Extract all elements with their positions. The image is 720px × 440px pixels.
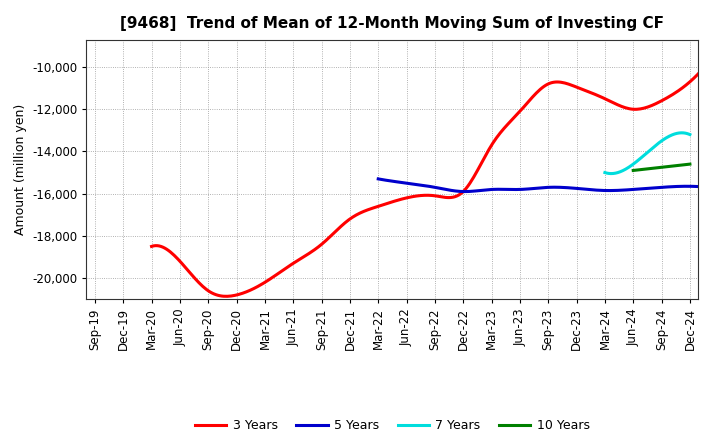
3 Years	[221, 293, 230, 299]
5 Years	[460, 189, 469, 194]
7 Years	[653, 142, 662, 147]
Legend: 3 Years, 5 Years, 7 Years, 10 Years: 3 Years, 5 Years, 7 Years, 10 Years	[190, 414, 595, 437]
10 Years	[685, 161, 694, 167]
5 Years	[374, 176, 382, 182]
3 Years	[485, 147, 493, 152]
7 Years	[607, 171, 616, 176]
5 Years	[375, 176, 384, 182]
7 Years	[652, 143, 660, 148]
Line: 7 Years: 7 Years	[605, 133, 690, 174]
7 Years	[601, 170, 610, 175]
7 Years	[678, 130, 687, 136]
7 Years	[672, 131, 681, 136]
3 Years	[487, 144, 495, 149]
Line: 10 Years: 10 Years	[633, 164, 690, 170]
5 Years	[653, 185, 662, 190]
3 Years	[148, 244, 156, 249]
3 Years	[626, 106, 635, 112]
10 Years	[657, 165, 666, 170]
3 Years	[149, 243, 158, 249]
3 Years	[496, 130, 505, 136]
Line: 5 Years: 5 Years	[378, 107, 720, 191]
Line: 3 Years: 3 Years	[152, 48, 719, 296]
Y-axis label: Amount (million yen): Amount (million yen)	[14, 104, 27, 235]
7 Years	[600, 170, 609, 175]
10 Years	[629, 168, 637, 173]
5 Years	[645, 186, 654, 191]
7 Years	[678, 130, 686, 136]
3 Years	[662, 95, 671, 100]
7 Years	[685, 132, 694, 137]
Title: [9468]  Trend of Mean of 12-Month Moving Sum of Investing CF: [9468] Trend of Mean of 12-Month Moving …	[120, 16, 665, 32]
5 Years	[644, 186, 652, 191]
7 Years	[651, 143, 660, 148]
3 Years	[714, 45, 720, 51]
